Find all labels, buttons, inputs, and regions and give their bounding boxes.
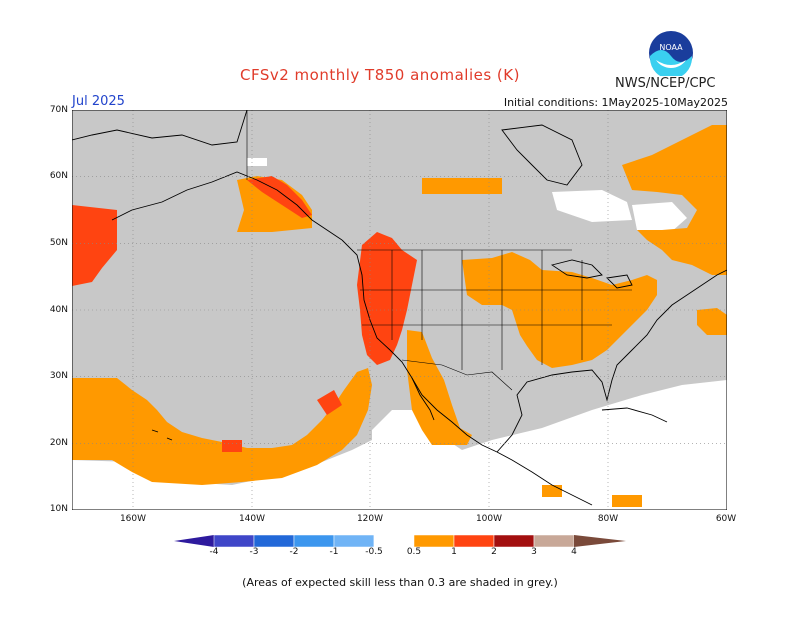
- colorbar-segment: [493, 534, 535, 548]
- map-title: CFSv2 monthly T850 anomalies (K): [240, 66, 520, 84]
- lat-label: 30N: [49, 371, 68, 381]
- graticule: [72, 110, 727, 510]
- colorbar-segment: [253, 534, 295, 548]
- colorbar-label: -4: [209, 547, 219, 557]
- lon-label: 60W: [715, 514, 737, 524]
- coastlines: [72, 110, 727, 506]
- colorbar-label: -2: [289, 547, 299, 557]
- lon-label: 120W: [356, 514, 384, 524]
- anomaly-map: [72, 110, 727, 510]
- colorbar-label: 3: [531, 547, 537, 557]
- borders: [246, 110, 632, 391]
- initial-conditions: Initial conditions: 1May2025-10May2025: [503, 96, 728, 109]
- colorbar-label: 1: [451, 547, 457, 557]
- colorbar-segment: [533, 534, 575, 548]
- skill-footnote: (Areas of expected skill less than 0.3 a…: [242, 576, 558, 589]
- anomaly-1-to-2: [72, 176, 417, 452]
- lon-label: 160W: [119, 514, 147, 524]
- lat-label: 70N: [49, 105, 68, 115]
- lon-label: 80W: [597, 514, 619, 524]
- colorbar: [174, 534, 626, 548]
- colorbar-segment: [293, 534, 335, 548]
- agency-label: NWS/NCEP/CPC: [615, 76, 716, 91]
- colorbar-label: -0.5: [365, 547, 383, 557]
- colorbar-segment: [333, 534, 375, 548]
- colorbar-arrow-low: [174, 535, 214, 547]
- colorbar-segment: [213, 534, 255, 548]
- colorbar-segment: [373, 534, 415, 548]
- lat-label: 50N: [49, 238, 68, 248]
- colorbar-label: 2: [491, 547, 497, 557]
- lat-label: 60N: [49, 171, 68, 181]
- colorbar-arrow-high: [574, 535, 626, 547]
- colorbar-label: 0.5: [406, 547, 422, 557]
- colorbar-label: -3: [249, 547, 259, 557]
- noaa-logo: NOAA: [649, 31, 693, 76]
- lat-label: 10N: [49, 504, 68, 514]
- colorbar-label: 4: [571, 547, 577, 557]
- lat-label: 20N: [49, 438, 68, 448]
- colorbar-label: -1: [329, 547, 339, 557]
- lat-label: 40N: [49, 305, 68, 315]
- lon-label: 100W: [475, 514, 503, 524]
- forecast-month: Jul 2025: [72, 94, 125, 109]
- logo-text: NOAA: [659, 43, 683, 52]
- colorbar-segment: [453, 534, 495, 548]
- lon-label: 140W: [238, 514, 266, 524]
- colorbar-segment: [413, 534, 455, 548]
